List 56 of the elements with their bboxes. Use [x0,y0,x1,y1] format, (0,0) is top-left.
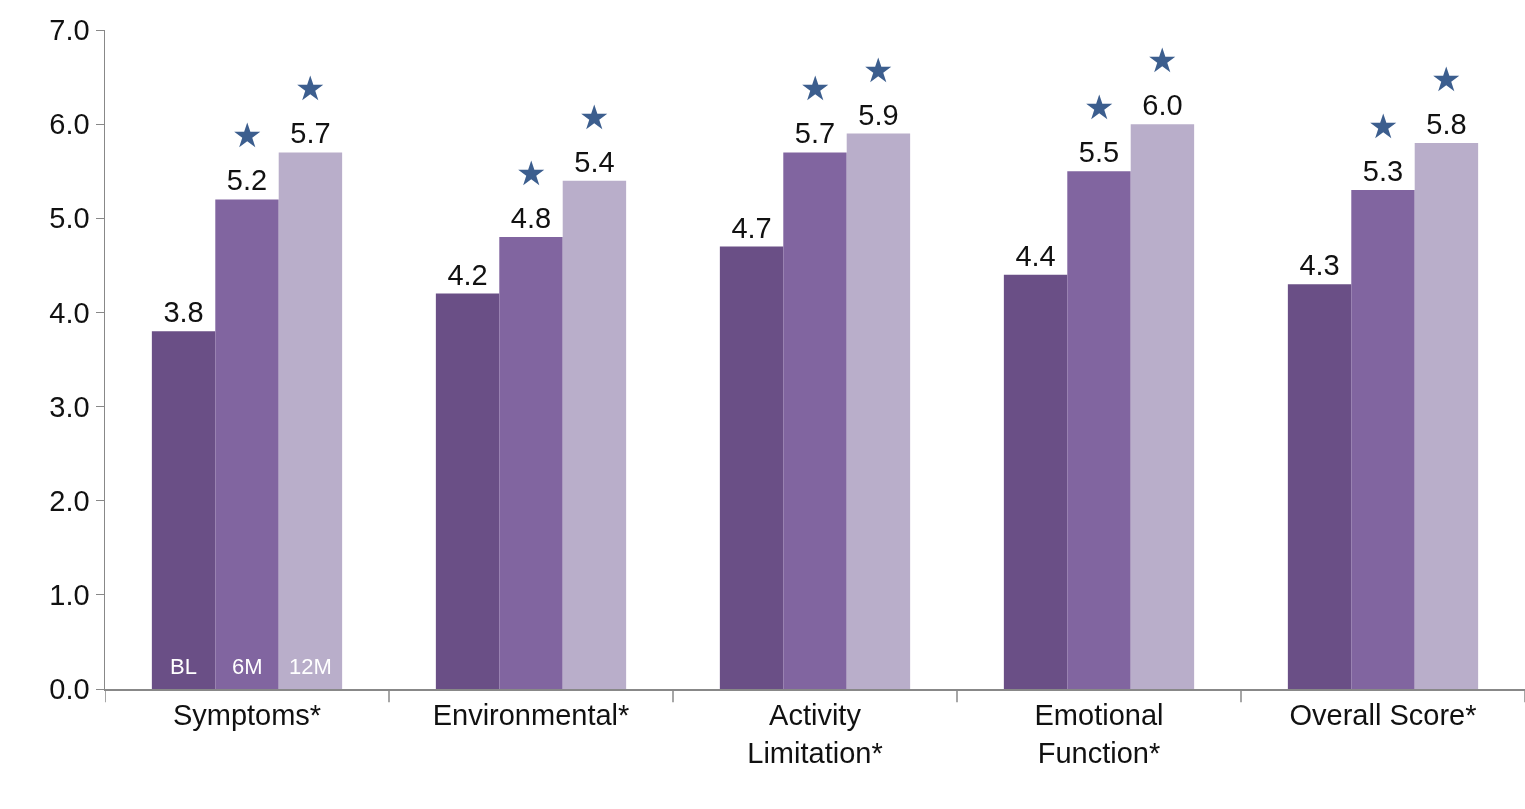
data-label: 4.8 [510,202,552,235]
data-label: 6.0 [1142,89,1183,122]
data-label: 5.8 [1426,107,1467,140]
annotation: ★ [1147,40,1178,80]
bar [1130,124,1195,689]
data-label: 4.4 [1015,239,1056,272]
y-tick-label: 1.0 [49,579,90,612]
series-label: 6M [232,654,263,679]
data-label: 5.9 [858,98,899,131]
y-tick-label: 5.0 [49,202,90,235]
x-tick-label: Overall Score* [1289,699,1477,732]
data-label: 4.7 [731,211,772,244]
x-tick-label: Symptoms* [172,699,322,732]
y-tick-label: 7.0 [49,14,90,47]
data-label: 5.7 [290,117,331,150]
y-tick-label: 4.0 [49,296,90,329]
data-label: 4.2 [447,258,488,291]
data-label: 5.3 [1362,155,1404,188]
series-label: 12M [289,654,332,679]
bar [278,152,343,689]
annotation: ★ [863,50,894,90]
x-tick-label: Emotional Function* [1034,699,1164,769]
annotation: ★ [579,97,610,137]
annotation: ★ [800,68,831,108]
bar [1003,274,1068,689]
data-label: 5.2 [226,164,268,197]
y-tick-label: 0.0 [49,673,90,706]
data-label: 4.3 [1299,249,1340,282]
y-tick-label: 2.0 [49,484,90,517]
bar [783,152,847,689]
bar [1287,284,1352,689]
data-label: 3.8 [163,296,204,329]
bar [562,180,627,689]
bar [215,199,279,689]
data-label: 5.7 [794,117,836,150]
bar [499,237,563,689]
bar [1067,171,1131,689]
annotation: ★ [295,68,326,108]
annotation: ★ [1084,87,1115,127]
y-tick-label: 6.0 [49,108,90,141]
data-label: 5.5 [1078,136,1120,169]
annotation: ★ [232,115,263,155]
bar [719,246,784,689]
bar [151,331,216,689]
data-label: 5.4 [574,145,615,178]
annotation: ★ [516,153,547,193]
x-tick-label: Activity Limitation* [747,699,883,769]
bar [1414,142,1479,689]
series-label: BL [170,654,197,679]
annotation: ★ [1431,59,1462,99]
bar [435,293,500,689]
y-tick-label: 3.0 [49,390,90,423]
bar [1351,190,1415,689]
x-tick-label: Environmental* [432,699,630,732]
bar [846,133,911,689]
annotation: ★ [1368,106,1399,146]
